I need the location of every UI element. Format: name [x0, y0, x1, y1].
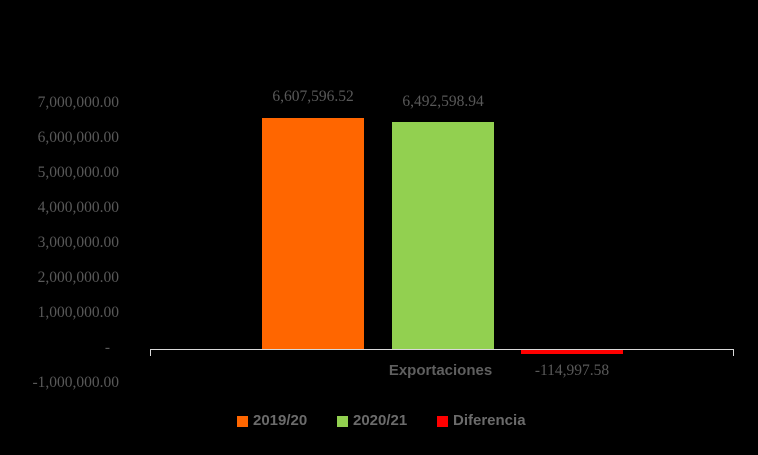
x-axis-tick-left: [150, 349, 151, 356]
y-axis-tick-label: 4,000,000.00: [37, 199, 119, 216]
y-axis-tick-label: 7,000,000.00: [37, 94, 119, 111]
legend-label: 2020/21: [353, 412, 408, 429]
y-axis-tick-label: 1,000,000.00: [37, 304, 119, 321]
bar-2020-21: [392, 122, 494, 349]
legend-item-2020-21: 2020/21: [337, 411, 407, 431]
legend-swatch-green-icon: [337, 415, 348, 427]
x-axis-tick-right: [733, 349, 734, 356]
y-axis-tick-label: 5,000,000.00: [37, 164, 119, 181]
data-label-2020-21: 6,492,598.94: [402, 93, 484, 110]
legend-item-diferencia: Diferencia: [437, 411, 526, 431]
bar-diferencia: [521, 350, 623, 354]
legend-swatch-red-icon: [437, 415, 448, 427]
legend-item-2019-20: 2019/20: [237, 411, 307, 431]
y-axis-tick-label-zero: -: [104, 339, 110, 356]
legend-label: Diferencia: [453, 412, 526, 429]
x-axis-line: [150, 349, 734, 350]
bar-2019-20: [262, 118, 364, 349]
data-label-2019-20: 6,607,596.52: [272, 88, 354, 105]
legend-swatch-orange-icon: [237, 415, 248, 427]
data-label-diferencia: -114,997.58: [534, 362, 610, 379]
category-label: Exportaciones: [388, 362, 493, 379]
y-axis-tick-label: -1,000,000.00: [32, 374, 119, 391]
y-axis-tick-label: 2,000,000.00: [37, 269, 119, 286]
y-axis-tick-label: 3,000,000.00: [37, 234, 119, 251]
legend-label: 2019/20: [253, 412, 308, 429]
y-axis-tick-label: 6,000,000.00: [37, 129, 119, 146]
